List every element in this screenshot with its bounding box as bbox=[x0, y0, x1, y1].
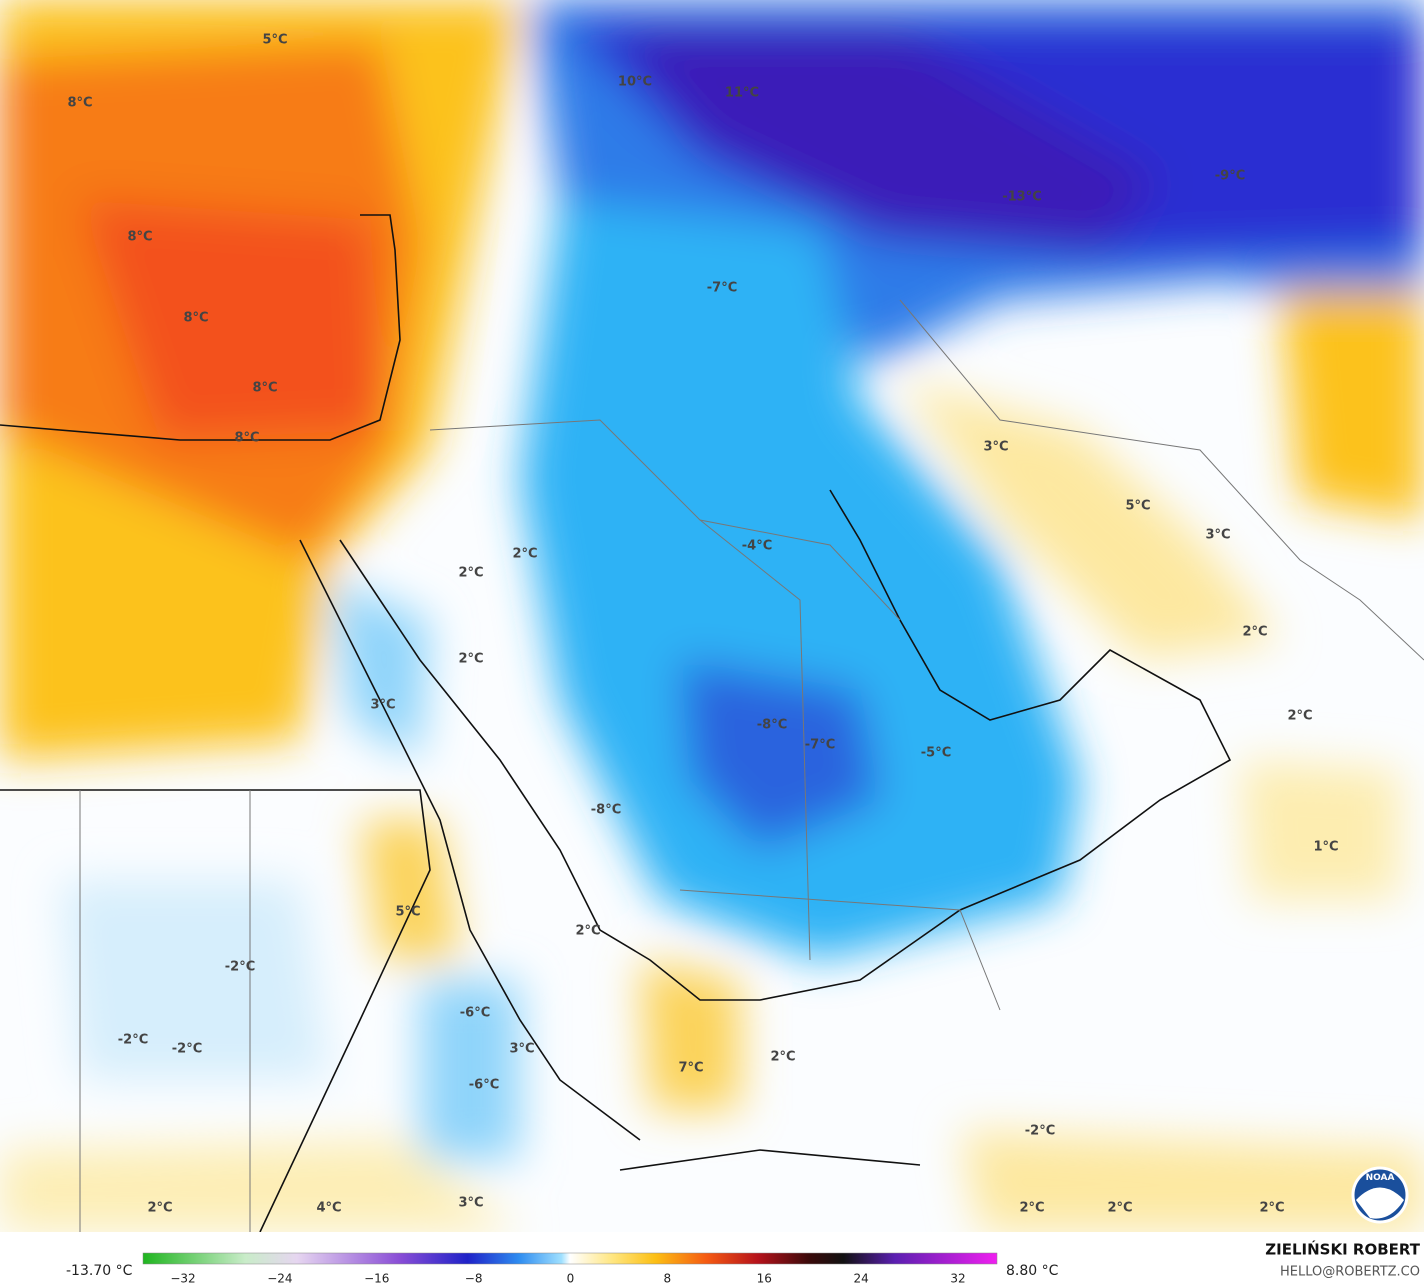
coastlines bbox=[0, 214, 1232, 1233]
temperature-label: 2°C bbox=[458, 566, 483, 581]
temperature-label: -2°C bbox=[172, 1042, 202, 1057]
colorbar-tick-label: 0 bbox=[567, 1272, 575, 1286]
colorbar-tick-label: 24 bbox=[853, 1272, 868, 1286]
temperature-label: -7°C bbox=[805, 738, 835, 753]
temperature-label: 3°C bbox=[983, 440, 1008, 455]
temperature-label: -6°C bbox=[469, 1078, 499, 1093]
temperature-label: 5°C bbox=[1125, 499, 1150, 514]
temperature-label: 2°C bbox=[1019, 1201, 1044, 1216]
temperature-label: 11°C bbox=[725, 86, 759, 101]
author: ZIELIŃSKI ROBERT bbox=[1265, 1240, 1420, 1259]
temperature-label: -4°C bbox=[742, 539, 772, 554]
temperature-label: 3°C bbox=[370, 698, 395, 713]
temperature-label: 3°C bbox=[458, 1196, 483, 1211]
colorbar-tick-label: 32 bbox=[950, 1272, 965, 1286]
temperature-label: -9°C bbox=[1215, 169, 1245, 184]
temperature-label: 2°C bbox=[147, 1201, 172, 1216]
temperature-label: -5°C bbox=[921, 746, 951, 761]
temperature-label: -2°C bbox=[225, 960, 255, 975]
temperature-label: -6°C bbox=[460, 1006, 490, 1021]
temperature-label: 8°C bbox=[127, 230, 152, 245]
temperature-label: 8°C bbox=[183, 311, 208, 326]
colorbar-tick-label: 8 bbox=[664, 1272, 672, 1286]
temperature-label: 8°C bbox=[234, 431, 259, 446]
temperature-label: 7°C bbox=[678, 1061, 703, 1076]
temperature-label: -2°C bbox=[1025, 1124, 1055, 1139]
noaa-logo: NOAA bbox=[1351, 1166, 1409, 1224]
svg-text:NOAA: NOAA bbox=[1366, 1173, 1395, 1183]
temperature-label: 2°C bbox=[1107, 1201, 1132, 1216]
temperature-label: 10°C bbox=[618, 75, 652, 90]
temperature-label: 2°C bbox=[575, 924, 600, 939]
temperature-label: 2°C bbox=[458, 652, 483, 667]
temperature-label: 2°C bbox=[1287, 709, 1312, 724]
temperature-label: -13°C bbox=[1002, 190, 1042, 205]
temperature-label: 5°C bbox=[262, 33, 287, 48]
borders bbox=[79, 299, 1424, 1232]
colorbar-tick-label: −32 bbox=[170, 1272, 195, 1286]
temperature-label: 2°C bbox=[512, 547, 537, 562]
temperature-field bbox=[0, 0, 1424, 1232]
colorbar-tick-label: 16 bbox=[757, 1272, 772, 1286]
temperature-label: -2°C bbox=[118, 1033, 148, 1048]
temperature-label: 2°C bbox=[1242, 625, 1267, 640]
colorbar-max: 8.80 °C bbox=[1006, 1263, 1059, 1279]
temperature-label: 3°C bbox=[1205, 528, 1230, 543]
email: HELLO@ROBERTZ.CO bbox=[1280, 1265, 1420, 1280]
temperature-label: -8°C bbox=[757, 718, 787, 733]
temperature-label: 2°C bbox=[1259, 1201, 1284, 1216]
temperature-label: -8°C bbox=[591, 803, 621, 818]
colorbar bbox=[142, 1252, 998, 1265]
temperature-label: 5°C bbox=[395, 905, 420, 920]
temperature-label: 8°C bbox=[67, 96, 92, 111]
temperature-label: 4°C bbox=[316, 1201, 341, 1216]
temperature-label: 2°C bbox=[770, 1050, 795, 1065]
colorbar-tick-label: −16 bbox=[364, 1272, 389, 1286]
temperature-label: 1°C bbox=[1313, 840, 1338, 855]
colorbar-tick-label: −24 bbox=[267, 1272, 292, 1286]
temperature-label: 8°C bbox=[252, 381, 277, 396]
colorbar-tick-label: −8 bbox=[465, 1272, 483, 1286]
temperature-label: -7°C bbox=[707, 281, 737, 296]
temperature-label: 3°C bbox=[509, 1042, 534, 1057]
colorbar-min: -13.70 °C bbox=[66, 1263, 133, 1279]
